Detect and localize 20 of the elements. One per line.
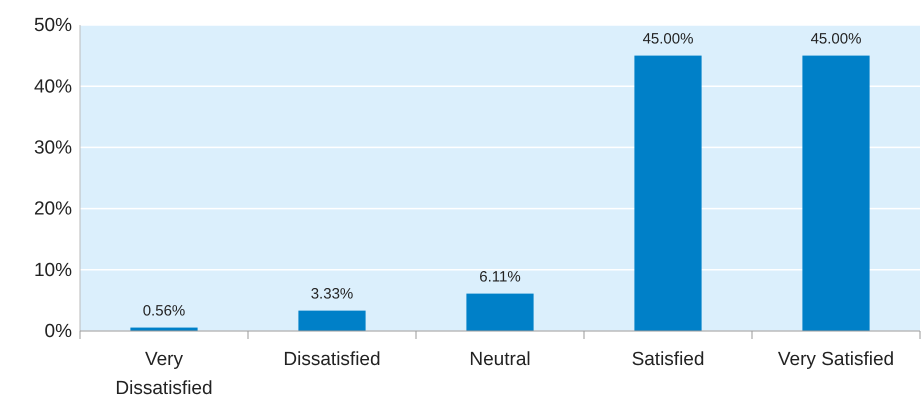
data-label: 6.11% [479, 268, 521, 286]
y-tick-label: 30% [34, 137, 72, 158]
y-tick-label: 20% [34, 198, 72, 220]
y-tick-label: 50% [34, 15, 72, 36]
bar [466, 294, 534, 331]
data-label: 45.00% [810, 30, 862, 48]
data-label: 0.56% [142, 302, 186, 320]
y-tick-label: 0% [44, 321, 72, 342]
data-label: 3.33% [310, 286, 354, 303]
x-tick-label: Dissatisfied [283, 349, 381, 370]
y-tick-label: 10% [34, 260, 72, 281]
bar [802, 56, 870, 331]
x-tick-label: Very Dissatisfied [115, 349, 213, 399]
x-tick-label: Very Satisfied [778, 349, 894, 370]
x-tick-label: Neutral [469, 349, 531, 370]
bar [634, 56, 702, 331]
bar [298, 310, 366, 331]
y-tick-label: 40% [34, 76, 72, 98]
x-tick-label: Satisfied [632, 349, 704, 370]
data-label: 45.00% [642, 30, 694, 48]
